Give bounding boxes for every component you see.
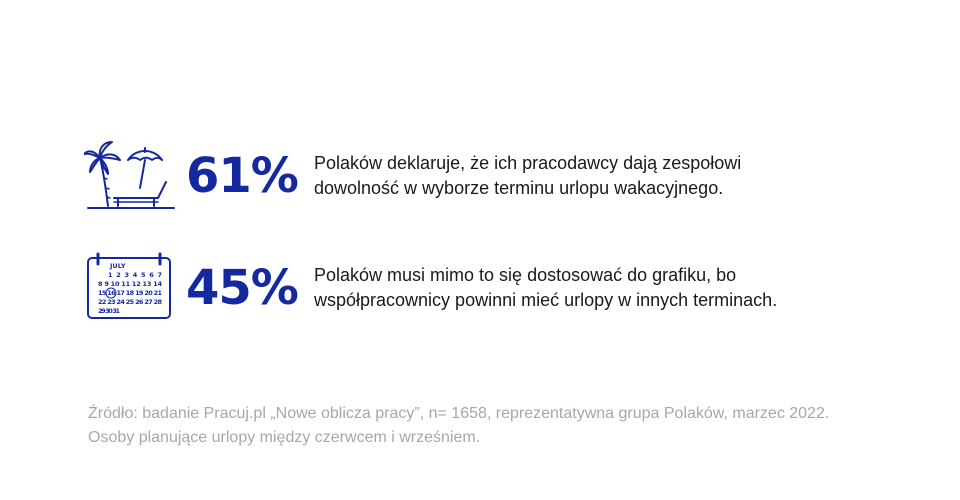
source-line-2: Osoby planujące urlopy między czerwcem i…: [88, 429, 481, 446]
stat-description: Polaków deklaruje, że ich pracodawcy daj…: [314, 151, 874, 201]
stat-percent: 45%: [186, 260, 299, 316]
calendar-week-2: 8 9 10 11 12 13 14: [98, 280, 162, 288]
source-line-1: Źródło: badanie Pracuj.pl „Nowe oblicza …: [88, 405, 830, 422]
stat-description-line-1: Polaków deklaruje, że ich pracodawcy daj…: [314, 153, 742, 173]
stat-description: Polaków musi mimo to się dostosować do g…: [314, 263, 874, 313]
stat-description-line-2: współpracownicy powinni mieć urlopy w in…: [314, 290, 778, 310]
stat-description-line-1: Polaków musi mimo to się dostosować do g…: [314, 265, 737, 285]
stat-row-1: 61% Polaków deklaruje, że ich pracodawcy…: [83, 140, 874, 212]
source-note: Źródło: badanie Pracuj.pl „Nowe oblicza …: [88, 402, 888, 450]
calendar-week-4: 22 23 24 25 26 27 28: [98, 298, 162, 306]
calendar-week-5: 29 30 31: [98, 307, 120, 315]
calendar-week-3: 15 16 17 18 19 20 21: [98, 289, 162, 297]
calendar-icon: JULY 1 2 3 4 5 6 7 8 9 10 11 12 13 14 15…: [84, 252, 176, 324]
stat-description-line-2: dowolność w wyborze terminu urlopu wakac…: [314, 178, 724, 198]
beach-palm-umbrella-icon: [83, 140, 176, 212]
stat-percent: 61%: [186, 148, 299, 204]
stat-row-2: JULY 1 2 3 4 5 6 7 8 9 10 11 12 13 14 15…: [84, 252, 874, 324]
calendar-week-1: 1 2 3 4 5 6 7: [108, 271, 162, 279]
calendar-month: JULY: [109, 262, 126, 270]
